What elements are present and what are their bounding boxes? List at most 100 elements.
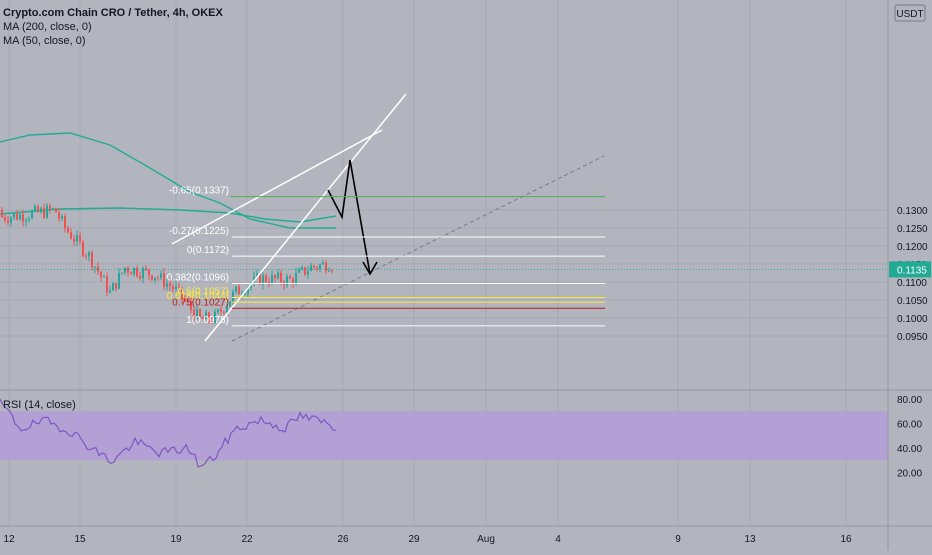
time-tick-label: 4: [555, 534, 561, 545]
candle-body: [316, 267, 318, 269]
candle-body: [46, 205, 48, 218]
currency-badge: [894, 4, 926, 22]
candle-body: [307, 271, 309, 275]
candle-body: [331, 270, 333, 272]
rsi-tick-label: 80.00: [897, 395, 922, 406]
wedge-upper-line: [171, 129, 383, 245]
candle-body: [199, 309, 201, 318]
candle-body: [274, 274, 276, 279]
candle-body: [19, 214, 21, 220]
candle-body: [139, 276, 141, 279]
time-tick-label: 19: [170, 534, 182, 545]
candle-body: [181, 287, 183, 299]
ma50-label[interactable]: MA (50, close, 0): [3, 35, 86, 47]
candle-body: [286, 276, 288, 286]
current-price-badge: [889, 261, 931, 278]
candle-body: [127, 267, 129, 273]
current-price-text: 0.1135: [897, 265, 927, 276]
time-tick-label: 26: [337, 534, 349, 545]
candle-body: [268, 281, 270, 284]
candle-body: [25, 219, 27, 222]
candle-body: [79, 235, 81, 242]
rsi-label[interactable]: RSI (14, close): [3, 399, 76, 411]
candle-body: [205, 312, 207, 320]
candle-body: [172, 286, 174, 289]
candle-body: [229, 301, 231, 307]
candle-body: [289, 276, 291, 279]
candle-body: [73, 238, 75, 242]
candle-body: [226, 306, 228, 313]
candle-body: [265, 275, 267, 282]
candle-body: [163, 273, 165, 287]
time-tick-label: 16: [840, 534, 852, 545]
ma200-line: [0, 207, 337, 223]
ma50-line: [0, 132, 336, 229]
price-tick-label: 0.1050: [897, 296, 928, 307]
candle-body: [64, 216, 66, 229]
forecast-arrowhead: [362, 261, 378, 276]
candle-body: [1, 210, 3, 218]
candle-body: [190, 301, 192, 310]
candle-body: [271, 274, 273, 284]
candle-body: [100, 271, 102, 278]
candle-body: [103, 276, 105, 278]
candle-body: [196, 309, 198, 319]
rsi-tick-label: 60.00: [897, 420, 922, 431]
candle-body: [13, 213, 15, 218]
candle-body: [112, 283, 114, 291]
candle-body: [10, 217, 12, 223]
candle-body: [235, 286, 237, 292]
candle-body: [37, 206, 39, 212]
fib-label: -0.27(0.1225): [169, 226, 229, 237]
candle-body: [232, 291, 234, 302]
ma200-label[interactable]: MA (200, close, 0): [3, 21, 92, 33]
fib-label: -0.65(0.1337): [169, 186, 229, 197]
candle-body: [142, 268, 144, 279]
fib-levels: -0.27(0.1225) 0(0.1172) 0.382(0.1096) 0.5(0…: [167, 186, 605, 327]
candle-body: [31, 211, 33, 219]
fib-label: 0(0.1172): [187, 245, 229, 256]
fib-label: 0.75(0.1027): [172, 297, 229, 308]
candle-body: [70, 232, 72, 239]
candle-body: [202, 317, 204, 320]
time-tick-label: 29: [408, 534, 420, 545]
candle-body: [220, 309, 222, 312]
time-tick-label: 9: [675, 534, 681, 545]
candle-body: [187, 300, 189, 302]
candle-body: [58, 212, 60, 219]
candle-body: [301, 267, 303, 270]
price-tick-label: 0.1000: [897, 314, 928, 325]
price-tick-label: 0.1100: [897, 278, 927, 289]
rsi-line: [0, 398, 337, 468]
price-tick-label: 0.1250: [897, 224, 928, 235]
candle-body: [97, 266, 99, 272]
time-tick-label: 12: [3, 534, 15, 545]
candle-body: [121, 272, 123, 274]
candle-body: [88, 252, 90, 257]
legend: Crypto.com Chain CRO / Tether, 4h, OKEX …: [3, 6, 223, 48]
candle-body: [130, 272, 132, 275]
candle-body: [259, 273, 261, 285]
candle-body: [160, 273, 162, 278]
candle-body: [154, 277, 156, 281]
candle-body: [169, 283, 171, 287]
symbol-title[interactable]: Crypto.com Chain CRO / Tether, 4h, OKEX: [3, 7, 223, 19]
candle-body: [16, 213, 18, 220]
candle-body: [40, 208, 42, 212]
candle-body: [49, 205, 51, 210]
candle-body: [277, 272, 279, 279]
candle-body: [82, 241, 84, 256]
rsi-legend: RSI (14, close): [3, 398, 76, 412]
candle-body: [76, 235, 78, 242]
candle-body: [94, 266, 96, 268]
candle-body: [109, 290, 111, 293]
candle-body: [214, 312, 216, 323]
rsi-tick-label: 20.00: [897, 469, 922, 480]
candle-body: [223, 311, 225, 313]
candle-body: [295, 272, 297, 284]
candle-body: [136, 267, 138, 277]
candle-body: [124, 267, 126, 273]
fib-label: 0.382(0.1096): [167, 272, 229, 283]
candle-body: [262, 275, 264, 285]
